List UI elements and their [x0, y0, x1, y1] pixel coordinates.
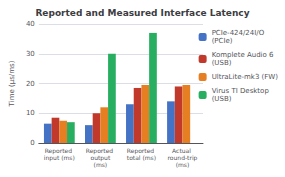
svg-text:output: output	[90, 154, 111, 161]
svg-text:(PCIe): (PCIe)	[212, 37, 233, 45]
svg-text:Reported: Reported	[44, 147, 74, 154]
svg-text:(ms): (ms)	[94, 161, 108, 168]
svg-text:UltraLite-mk3 (FW): UltraLite-mk3 (FW)	[212, 73, 279, 81]
svg-text:PCIe-424/24I/O: PCIe-424/24I/O	[212, 29, 265, 37]
svg-text:round-trip: round-trip	[167, 154, 198, 161]
svg-text:0: 0	[30, 139, 34, 147]
svg-text:(ms): (ms)	[176, 161, 190, 168]
svg-text:(USB): (USB)	[212, 95, 232, 103]
svg-text:Reported: Reported	[85, 147, 115, 154]
svg-text:Reported and Measured Interfac: Reported and Measured Interface Latency	[35, 8, 249, 18]
svg-text:total (ms): total (ms)	[127, 154, 156, 161]
svg-text:10: 10	[26, 109, 35, 117]
svg-text:Time (µs/ms): Time (µs/ms)	[8, 60, 16, 107]
svg-text:(USB): (USB)	[212, 59, 232, 67]
svg-text:20: 20	[26, 80, 35, 88]
svg-text:Virus TI Desktop: Virus TI Desktop	[212, 87, 270, 95]
svg-text:40: 40	[26, 20, 35, 28]
svg-text:Reported: Reported	[126, 147, 157, 154]
svg-text:Komplete Audio 6: Komplete Audio 6	[212, 51, 274, 59]
svg-text:input (ms): input (ms)	[44, 154, 75, 162]
svg-text:30: 30	[26, 50, 35, 58]
svg-text:Actual: Actual	[172, 147, 193, 154]
